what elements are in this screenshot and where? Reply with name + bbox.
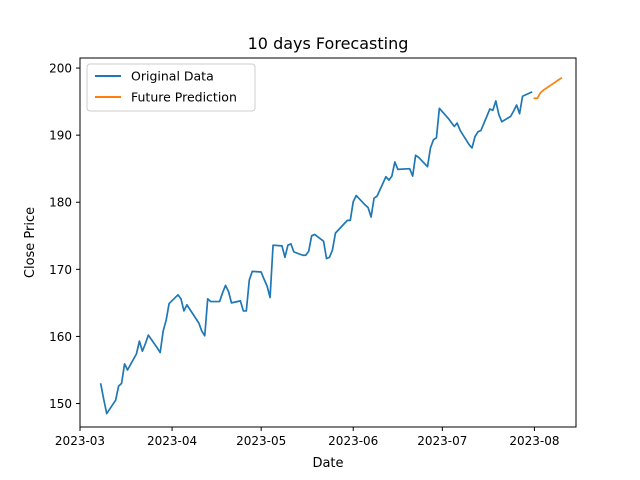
x-tick-label: 2023-07 xyxy=(417,434,467,448)
chart-title: 10 days Forecasting xyxy=(248,34,409,53)
x-tick-label: 2023-06 xyxy=(328,434,378,448)
x-axis: 2023-03 2023-04 2023-05 2023-06 2023-07 2023-… xyxy=(55,427,559,448)
y-tick-label: 160 xyxy=(49,330,72,344)
y-axis: 150 160 170 180 190 200 xyxy=(49,62,80,411)
series-line-future-prediction xyxy=(533,76,563,100)
series-line-original-data xyxy=(99,91,533,415)
legend-label-original-data: Original Data xyxy=(131,69,214,84)
y-tick-label: 170 xyxy=(49,263,72,277)
x-tick-label: 2023-08 xyxy=(509,434,559,448)
x-axis-label: Date xyxy=(312,456,343,471)
x-tick-label: 2023-05 xyxy=(236,434,286,448)
legend-label-future-prediction: Future Prediction xyxy=(131,90,237,105)
x-tick-label: 2023-04 xyxy=(147,434,197,448)
x-tick-label: 2023-03 xyxy=(55,434,105,448)
y-tick-label: 180 xyxy=(49,196,72,210)
plot-area xyxy=(99,76,563,415)
y-tick-label: 190 xyxy=(49,129,72,143)
y-tick-label: 200 xyxy=(49,62,72,76)
y-tick-label: 150 xyxy=(49,397,72,411)
legend: Original Data Future Prediction xyxy=(86,63,256,112)
y-axis-label: Close Price xyxy=(23,207,38,278)
legend-box xyxy=(86,63,256,112)
axes-frame xyxy=(79,57,577,428)
